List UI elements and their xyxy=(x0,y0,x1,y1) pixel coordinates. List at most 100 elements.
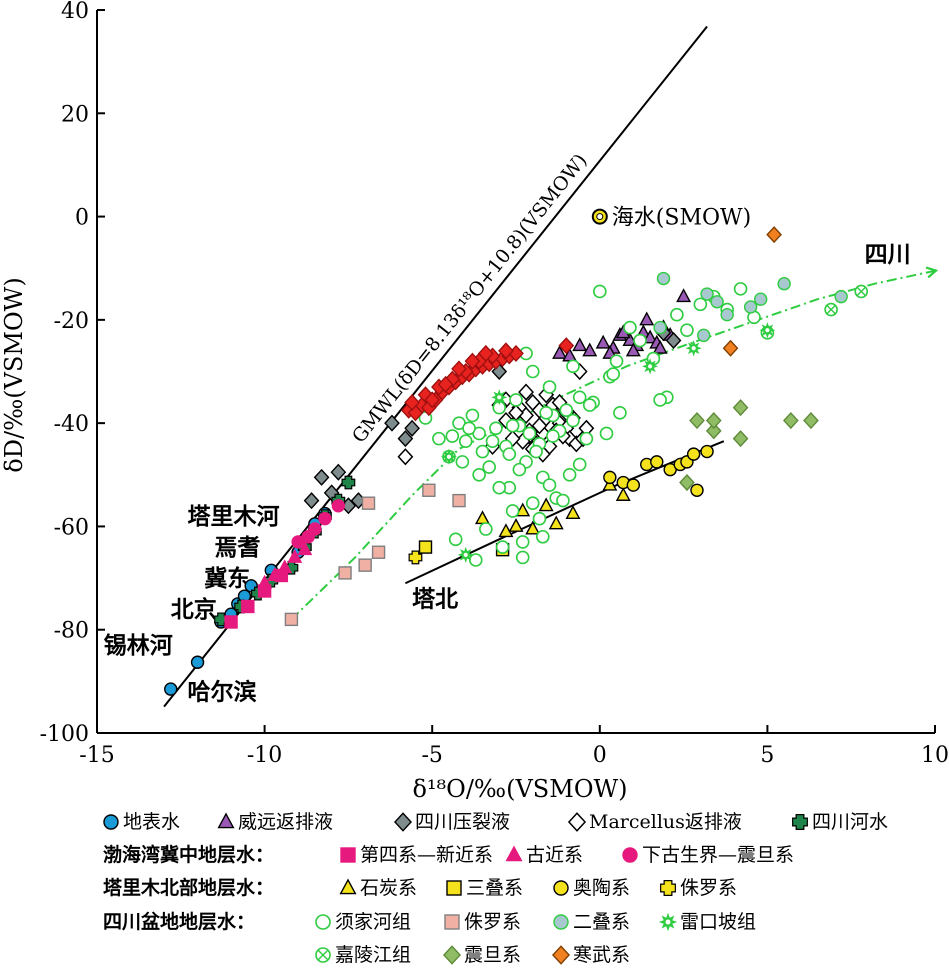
legend-marker xyxy=(340,847,356,863)
data-point xyxy=(475,444,490,459)
legend-marker xyxy=(315,947,331,963)
data-point xyxy=(700,287,714,301)
data-point xyxy=(538,497,554,512)
data-point xyxy=(297,541,313,556)
data-point xyxy=(558,337,575,355)
data-point xyxy=(462,421,476,436)
y-tick-label: -100 xyxy=(40,722,89,747)
data-point xyxy=(190,655,205,669)
data-point xyxy=(592,284,607,299)
data-point xyxy=(803,412,819,430)
data-point xyxy=(697,328,711,343)
legend-label: 三叠系 xyxy=(466,877,523,899)
legend-label: 四川压裂液 xyxy=(415,811,510,833)
data-point xyxy=(626,478,641,492)
data-point xyxy=(224,615,238,629)
data-point xyxy=(854,284,869,299)
data-point xyxy=(331,499,346,513)
data-point xyxy=(777,277,791,291)
data-point xyxy=(766,226,782,244)
data-point xyxy=(257,574,273,589)
y-axis-title: δD/‰(VSMOW) xyxy=(0,277,28,472)
data-point xyxy=(705,412,722,430)
data-point xyxy=(338,566,352,580)
data-point xyxy=(679,473,695,492)
seawater-point-inner xyxy=(596,213,604,221)
data-point xyxy=(445,429,460,443)
legend-label: 雷口坡组 xyxy=(680,911,756,933)
data-point xyxy=(468,553,483,567)
place-label: 北京 xyxy=(171,596,217,623)
data-point xyxy=(625,342,641,357)
legend-marker xyxy=(446,880,462,896)
data-point xyxy=(665,331,682,350)
data-point xyxy=(505,504,520,518)
data-point xyxy=(602,345,618,359)
data-point xyxy=(509,393,523,407)
data-point xyxy=(700,444,714,459)
data-point xyxy=(458,434,473,449)
series-group xyxy=(603,444,714,497)
data-point xyxy=(566,413,580,428)
data-point xyxy=(495,540,510,554)
series-group xyxy=(653,271,848,343)
data-point xyxy=(477,344,494,362)
tabei-label: 塔北 xyxy=(412,585,458,612)
legend-marker xyxy=(103,814,119,830)
series-group xyxy=(722,226,782,357)
series-group xyxy=(408,550,423,565)
sichuan-trend-line xyxy=(290,271,935,621)
legend-marker xyxy=(792,814,808,830)
data-point xyxy=(397,430,414,448)
data-point xyxy=(639,311,655,326)
data-point xyxy=(318,511,332,526)
legend-marker xyxy=(315,914,331,930)
data-point xyxy=(710,295,724,309)
data-point xyxy=(502,447,517,461)
place-label: 哈尔滨 xyxy=(188,678,257,705)
y-tick-label: 20 xyxy=(61,102,89,127)
data-point xyxy=(308,522,322,536)
data-point xyxy=(656,271,671,286)
data-point xyxy=(670,307,684,322)
data-point xyxy=(529,444,543,459)
legend-label: 四川河水 xyxy=(812,811,888,833)
legend-marker xyxy=(567,812,587,832)
data-point xyxy=(303,492,320,510)
legend-label: 地表水 xyxy=(123,811,180,833)
data-point xyxy=(452,493,466,508)
y-tick-label: 0 xyxy=(75,206,89,231)
x-tick-label: 0 xyxy=(593,743,607,768)
data-point xyxy=(341,475,356,490)
data-point xyxy=(525,364,540,379)
data-point xyxy=(472,467,486,482)
legend-group-title: 渤海湾冀中地层水： xyxy=(103,843,274,866)
data-point xyxy=(214,612,228,627)
place-label: 冀东 xyxy=(204,565,250,592)
x-axis-title: δ¹⁸O/‰(VSMOW) xyxy=(412,775,627,803)
data-point xyxy=(546,429,560,443)
legend-label: 第四系—新近系 xyxy=(360,844,493,866)
data-point xyxy=(277,559,293,574)
data-point xyxy=(464,352,481,370)
data-point xyxy=(485,434,500,449)
series-group xyxy=(475,476,631,538)
data-point xyxy=(680,323,694,337)
data-point xyxy=(539,406,553,420)
data-point xyxy=(532,511,547,526)
data-point xyxy=(705,422,722,440)
data-point xyxy=(508,518,524,532)
place-label: 锡林河 xyxy=(104,632,173,659)
data-point xyxy=(404,419,420,437)
data-point xyxy=(284,612,299,627)
data-point xyxy=(753,292,768,306)
data-point xyxy=(599,426,614,441)
data-point xyxy=(542,478,557,492)
data-point xyxy=(606,367,621,381)
series-group xyxy=(303,324,682,515)
y-tick-label: -20 xyxy=(54,309,89,334)
data-point xyxy=(512,462,527,477)
data-point xyxy=(572,337,588,352)
data-point xyxy=(536,529,550,544)
data-point xyxy=(732,399,749,417)
